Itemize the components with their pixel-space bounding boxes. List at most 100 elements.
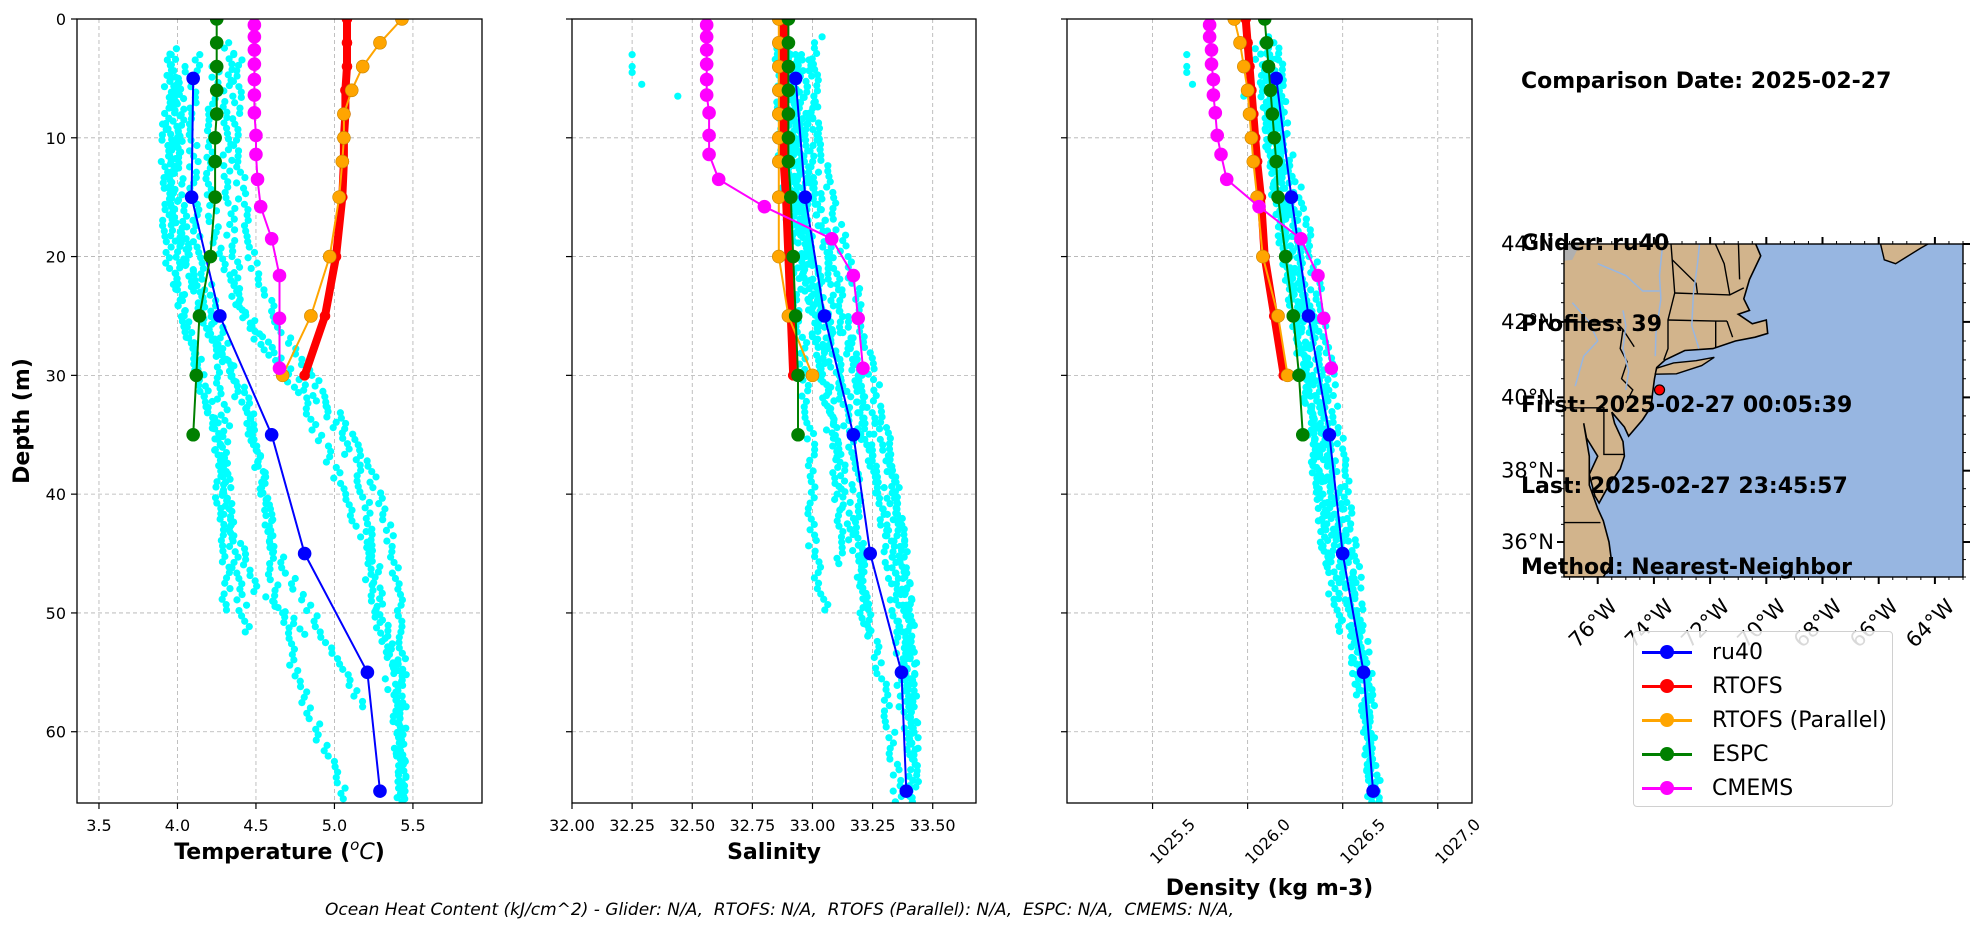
glider-point <box>167 61 175 69</box>
glider-point <box>855 285 864 293</box>
glider-point <box>312 421 320 429</box>
series-point <box>1265 107 1280 121</box>
glider-point <box>908 632 916 640</box>
glider-point <box>204 331 212 339</box>
glider-point <box>163 71 171 80</box>
glider-point <box>890 494 899 502</box>
glider-point <box>200 392 208 400</box>
glider-point <box>898 628 907 636</box>
glider-point <box>202 175 210 183</box>
glider-point <box>217 510 225 518</box>
glider-point <box>277 558 285 567</box>
glider-point <box>800 403 808 411</box>
series-ru40 <box>1269 71 1380 798</box>
glider-point <box>1297 346 1305 354</box>
glider-point <box>890 537 898 545</box>
glider-point <box>804 504 812 513</box>
glider-point <box>813 131 821 139</box>
glider-point <box>872 478 880 486</box>
series-point <box>851 311 865 326</box>
series-point <box>1256 249 1270 264</box>
glider-point <box>284 629 293 637</box>
glider-point <box>328 644 336 652</box>
series-point <box>1280 368 1295 383</box>
glider-point <box>369 484 377 492</box>
glider-point <box>254 457 262 465</box>
glider-point <box>895 766 903 774</box>
glider-point <box>859 577 867 585</box>
glider-point <box>1335 579 1343 587</box>
glider-point <box>296 677 304 685</box>
legend-item-rtofs-parallel: RTOFS (Parallel) <box>1642 705 1887 735</box>
series-point <box>1278 249 1293 264</box>
glider-point <box>317 633 325 641</box>
glider-point <box>836 472 845 480</box>
series-point <box>213 309 227 323</box>
glider-point <box>809 115 817 123</box>
glider-point <box>851 377 859 385</box>
glider-point <box>825 388 833 397</box>
series-point <box>247 57 262 71</box>
glider-point <box>238 398 246 406</box>
glider-point <box>824 162 832 170</box>
long-island <box>1654 356 1715 375</box>
glider-point <box>240 545 249 553</box>
glider-point <box>185 120 194 128</box>
glider-point <box>235 574 243 583</box>
glider-point <box>176 264 184 272</box>
glider-point <box>813 81 821 90</box>
glider-point <box>798 392 806 400</box>
glider-point <box>162 259 170 267</box>
glider-point <box>192 173 200 182</box>
glider-point <box>383 537 391 545</box>
series-point <box>1246 154 1261 169</box>
glider-point <box>255 330 264 338</box>
glider-point <box>219 432 227 441</box>
glider-point <box>870 365 878 373</box>
x-tick-label: 32.50 <box>669 816 715 835</box>
series-point <box>247 106 262 120</box>
glider-point <box>401 757 409 766</box>
series-point <box>373 35 387 50</box>
glider-point <box>806 147 814 155</box>
glider-point <box>1279 81 1287 90</box>
glider-point <box>225 422 234 430</box>
glider-point <box>1335 595 1343 603</box>
glider-point <box>208 320 216 328</box>
series-point <box>757 199 772 214</box>
glider-point <box>906 713 915 722</box>
glider-point <box>1368 685 1376 694</box>
glider-point <box>1279 184 1287 192</box>
method: Method: Nearest-Neighbor <box>1521 555 1852 580</box>
glider-point <box>1314 517 1322 525</box>
glider-point <box>1315 327 1323 336</box>
series-point <box>250 172 265 187</box>
glider-point <box>185 272 193 280</box>
glider-point <box>894 526 902 534</box>
glider-point <box>178 191 186 199</box>
glider-point <box>803 83 812 91</box>
glider-point <box>1324 375 1332 384</box>
glider-point <box>377 629 385 637</box>
glider-point <box>384 621 392 630</box>
glider-point <box>1307 458 1316 466</box>
glider-point <box>901 639 909 647</box>
glider-point <box>397 704 405 712</box>
series-point <box>203 249 218 264</box>
glider-point <box>1302 383 1310 391</box>
glider-point <box>1256 78 1264 87</box>
glider-point <box>357 533 365 541</box>
glider-point <box>218 558 227 566</box>
glider-point <box>822 334 830 342</box>
glider-point <box>397 736 406 744</box>
glider-point <box>227 361 235 369</box>
glider-point <box>843 520 851 528</box>
glider-point <box>891 596 900 604</box>
glider-point <box>900 530 908 539</box>
glider-point <box>364 462 372 470</box>
glider-point <box>1320 522 1328 530</box>
glider-point <box>860 561 869 569</box>
glider-point <box>268 510 276 518</box>
glider-point <box>243 232 251 240</box>
series-point <box>1204 43 1219 57</box>
